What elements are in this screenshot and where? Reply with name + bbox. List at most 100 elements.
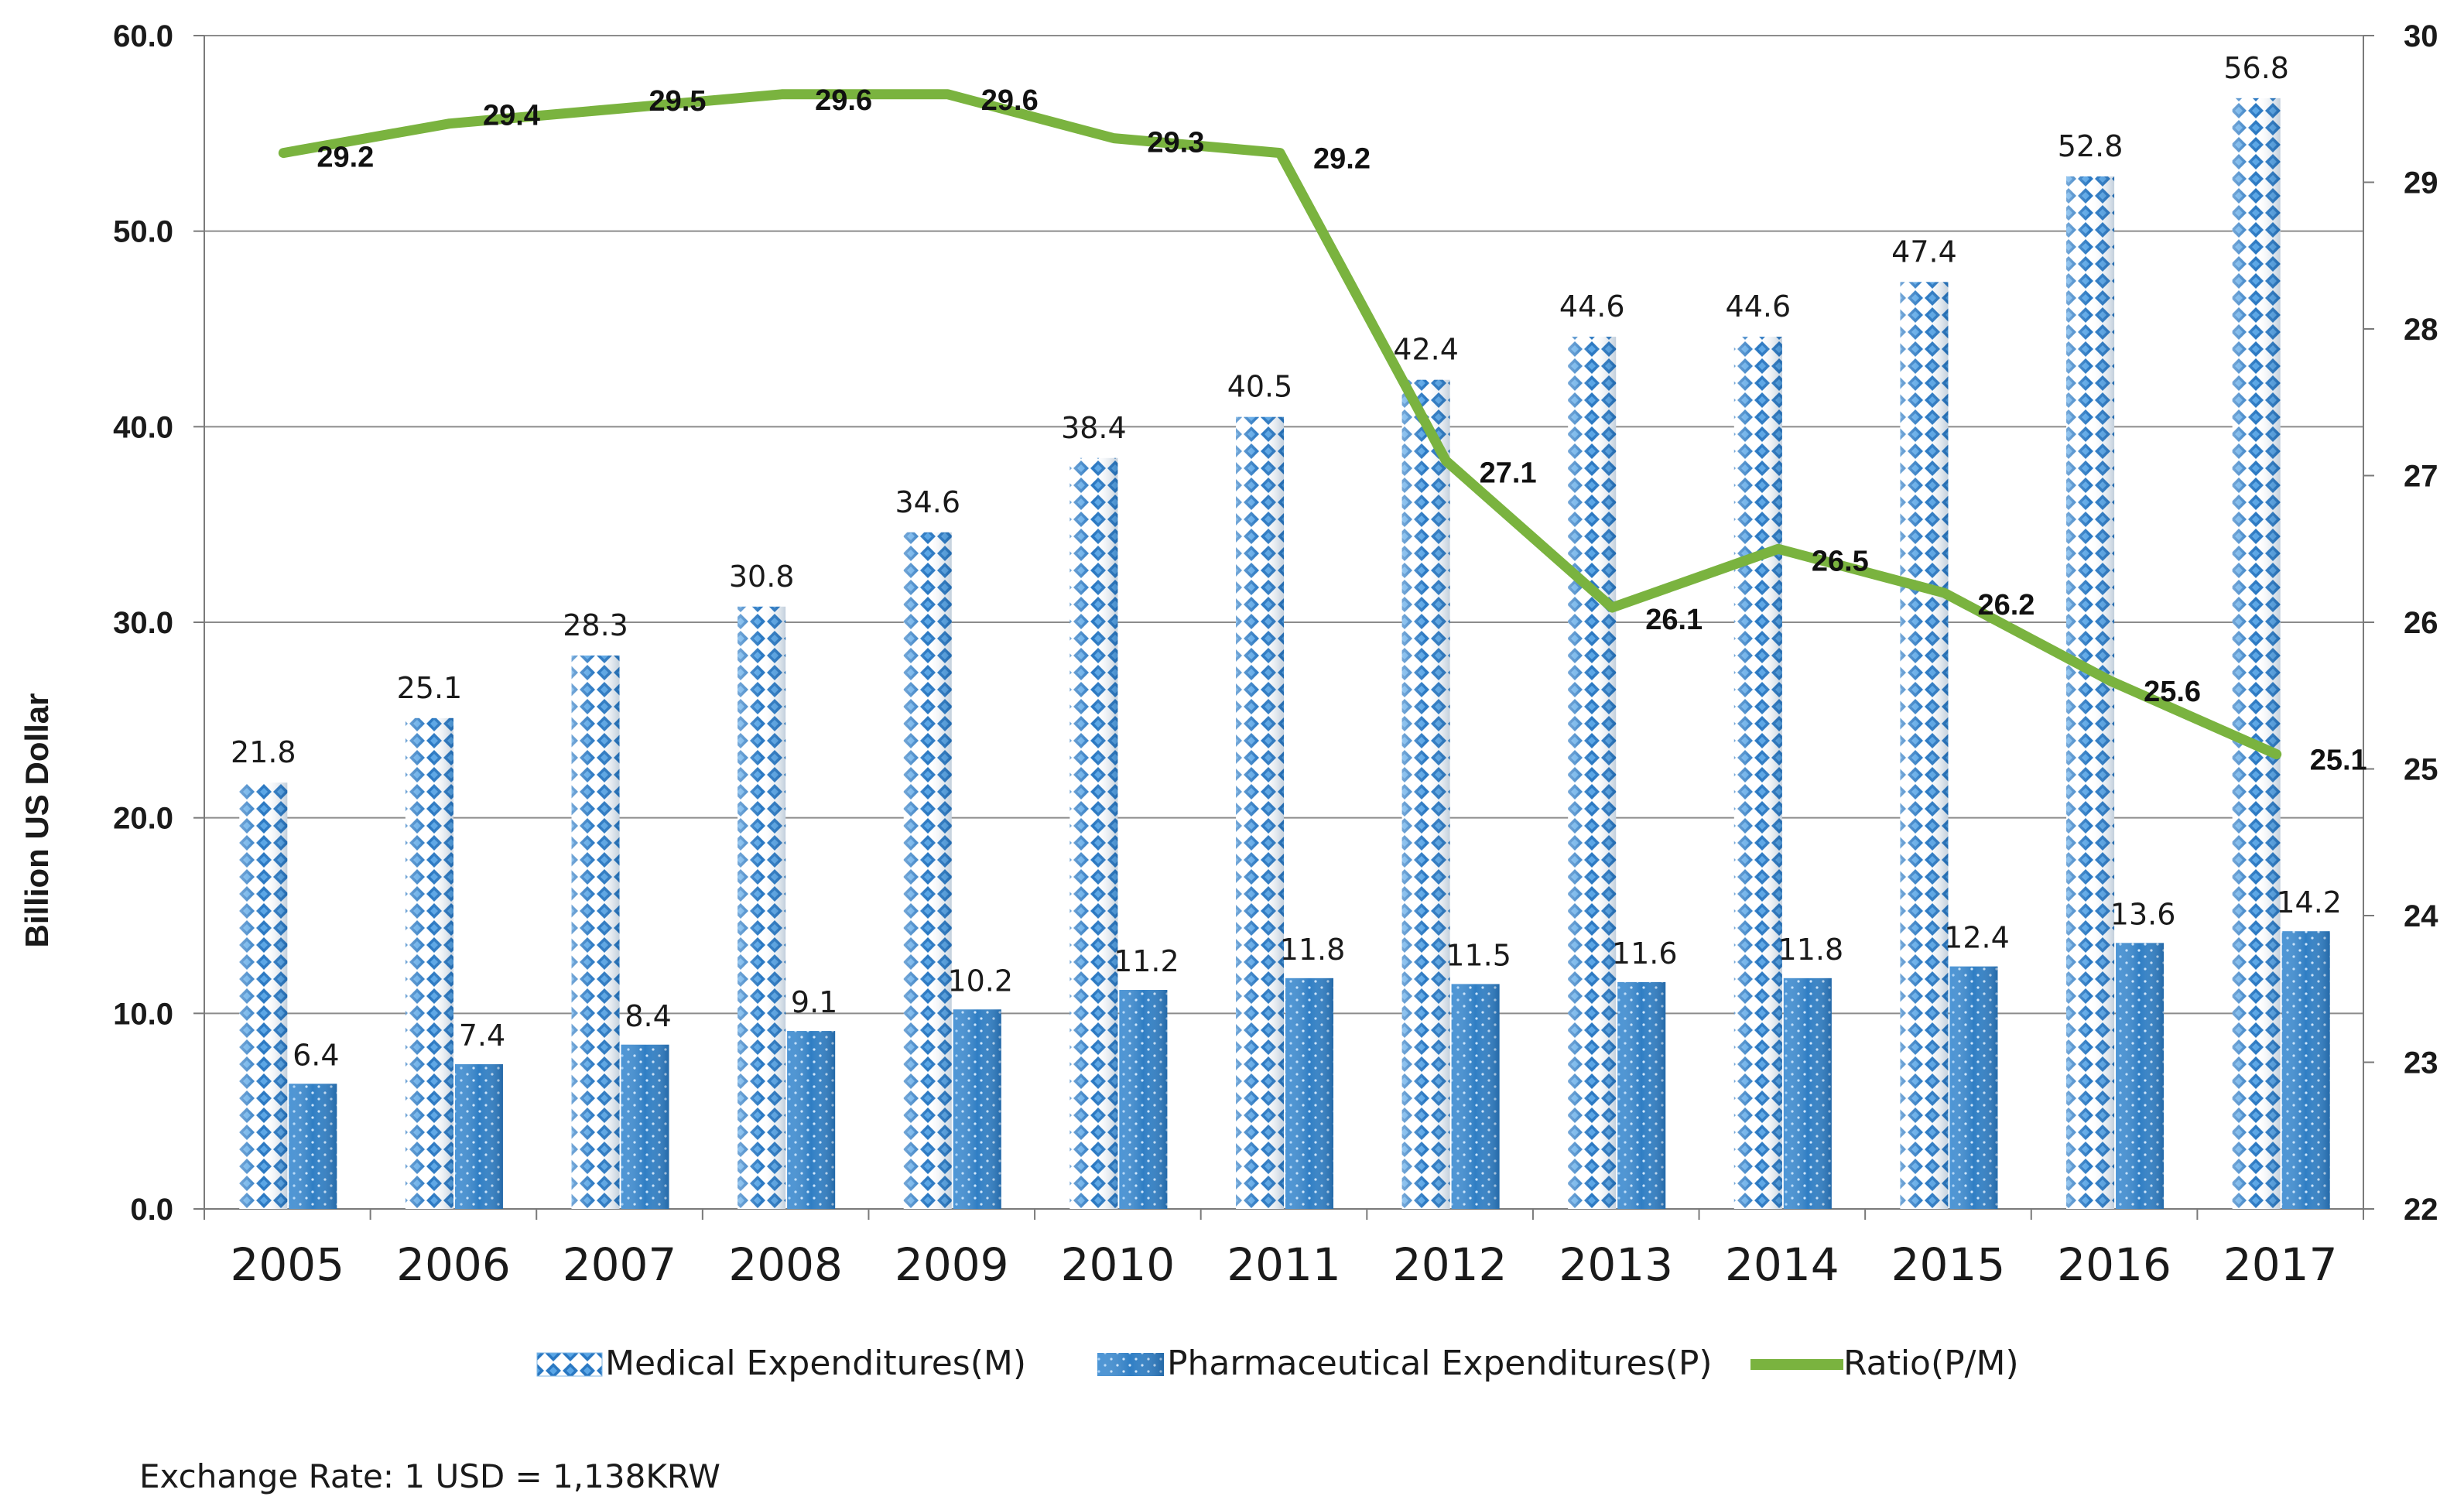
ratio-line-layer xyxy=(278,89,2282,760)
label-medical-2008: 30.8 xyxy=(729,560,795,594)
label-medical-2016: 52.8 xyxy=(2058,129,2123,163)
y2-tick-label: 28 xyxy=(2404,313,2438,347)
bar-medical-shade-2009 xyxy=(903,532,952,1209)
label-ratio-2012: 27.1 xyxy=(1480,457,1537,490)
legend-swatch-medical xyxy=(536,1352,603,1377)
y2-tick-label: 27 xyxy=(2404,460,2438,494)
bar-pharma-shade-2014 xyxy=(1783,978,1832,1209)
legend-label-pharma: Pharmaceutical Expenditures(P) xyxy=(1167,1344,1713,1383)
bar-medical-shade-2015 xyxy=(1900,282,1949,1209)
y-tick-label: 50.0 xyxy=(113,215,173,249)
legend-label-medical: Medical Expenditures(M) xyxy=(605,1344,1026,1383)
x-tick-label: 2009 xyxy=(895,1238,1009,1291)
y2-tick-label: 24 xyxy=(2404,899,2438,933)
label-ratio-2016: 25.6 xyxy=(2144,676,2201,708)
data-labels: 21.8 6.4 25.1 7.4 28.3 8.4 30.8 9.1 34.6 10.2 38.4… xyxy=(231,51,2367,1072)
legend-swatch-pharma-shade xyxy=(1097,1353,1164,1376)
y-tick-label: 10.0 xyxy=(113,997,173,1031)
x-tick-label: 2016 xyxy=(2057,1238,2171,1291)
x-tick-label: 2010 xyxy=(1061,1238,1176,1291)
bar-medical-shade-2005 xyxy=(239,782,288,1209)
x-tick-label: 2007 xyxy=(563,1238,677,1291)
label-medical-2010: 38.4 xyxy=(1061,411,1127,445)
x-tick-label: 2005 xyxy=(231,1238,345,1291)
bar-pharma-shade-2013 xyxy=(1617,981,1666,1209)
label-medical-2005: 21.8 xyxy=(231,735,296,769)
label-pharma-2005: 6.4 xyxy=(293,1038,339,1072)
y-axis-title: Billion US Dollar xyxy=(19,693,55,947)
bar-medical-shade-2017 xyxy=(2232,98,2281,1210)
bar-medical-shade-2006 xyxy=(405,717,453,1209)
label-ratio-2005: 29.2 xyxy=(317,142,374,174)
ratio-point-2011 xyxy=(1279,152,1281,154)
label-medical-2017: 56.8 xyxy=(2223,51,2289,85)
ratio-point-2014 xyxy=(1777,548,1779,550)
bars xyxy=(239,98,2330,1210)
label-pharma-2012: 11.5 xyxy=(1446,938,1511,972)
bar-medical-shade-2010 xyxy=(1069,457,1118,1209)
x-tick-label: 2012 xyxy=(1393,1238,1507,1291)
legend: Medical Expenditures(M) Pharmaceutical E… xyxy=(536,1344,2019,1383)
label-pharma-2015: 12.4 xyxy=(1944,921,2010,955)
label-ratio-2006: 29.4 xyxy=(483,100,540,132)
ratio-point-2012 xyxy=(1445,460,1447,462)
bar-pharma-shade-2017 xyxy=(2281,931,2330,1209)
label-ratio-2017: 25.1 xyxy=(2310,745,2367,777)
bar-medical-shade-2011 xyxy=(1236,416,1284,1209)
ratio-point-2009 xyxy=(946,93,949,95)
x-tick-label: 2011 xyxy=(1227,1238,1341,1291)
label-pharma-2014: 11.8 xyxy=(1778,933,1844,967)
bar-pharma-shade-2008 xyxy=(787,1031,836,1209)
ratio-point-2006 xyxy=(448,122,450,125)
bar-medical-shade-2012 xyxy=(1401,379,1450,1209)
bar-pharma-shade-2012 xyxy=(1451,984,1500,1209)
bar-pharma-shade-2010 xyxy=(1119,990,1168,1209)
y2-tick-label: 29 xyxy=(2404,166,2438,200)
label-pharma-2011: 11.8 xyxy=(1280,933,1346,967)
label-pharma-2008: 9.1 xyxy=(791,985,837,1019)
legend-label-ratio: Ratio(P/M) xyxy=(1843,1344,2019,1383)
label-ratio-2013: 26.1 xyxy=(1645,604,1703,636)
y2-tick-label: 30 xyxy=(2404,19,2438,53)
bar-pharma-shade-2015 xyxy=(1949,966,1998,1209)
x-tick-label: 2017 xyxy=(2223,1238,2338,1291)
x-tick-label: 2006 xyxy=(396,1238,511,1291)
ratio-point-2010 xyxy=(1113,137,1115,139)
x-tick-label: 2014 xyxy=(1725,1238,1839,1291)
ratio-point-2017 xyxy=(2275,753,2277,755)
label-pharma-2010: 11.2 xyxy=(1114,944,1179,978)
bar-pharma-shade-2005 xyxy=(289,1084,337,1209)
label-medical-2015: 47.4 xyxy=(1891,235,1957,269)
bar-pharma-shade-2009 xyxy=(953,1009,1001,1209)
bar-pharma-shade-2007 xyxy=(621,1044,669,1209)
y-tick-label: 0.0 xyxy=(130,1193,173,1227)
bar-medical-shade-2014 xyxy=(1733,337,1782,1209)
label-ratio-2014: 26.5 xyxy=(1812,545,1869,577)
label-ratio-2007: 29.5 xyxy=(649,85,707,118)
label-pharma-2006: 7.4 xyxy=(459,1019,505,1053)
label-pharma-2013: 11.6 xyxy=(1612,936,1678,971)
ratio-point-2007 xyxy=(614,108,617,110)
label-pharma-2007: 8.4 xyxy=(625,999,671,1033)
label-pharma-2017: 14.2 xyxy=(2276,885,2342,919)
bar-pharma-shade-2016 xyxy=(2116,943,2165,1209)
label-medical-2013: 44.6 xyxy=(1559,289,1625,324)
x-tick-label: 2013 xyxy=(1559,1238,1673,1291)
bar-pharma-shade-2006 xyxy=(454,1064,503,1209)
bar-pharma-shade-2011 xyxy=(1285,978,1333,1209)
x-tick-label: 2015 xyxy=(1891,1238,2006,1291)
axes: 0.0 10.0 20.0 30.0 40.0 50.0 60.0 22 23 24 25 26 27 2… xyxy=(113,19,2438,1291)
label-medical-2007: 28.3 xyxy=(563,608,628,642)
y-tick-label: 40.0 xyxy=(113,410,173,444)
ratio-point-2015 xyxy=(1943,592,1946,594)
bar-medical-shade-2008 xyxy=(737,606,786,1209)
ratio-point-2008 xyxy=(781,93,783,95)
ratio-point-2016 xyxy=(2110,680,2112,682)
label-medical-2009: 34.6 xyxy=(895,485,960,519)
y2-tick-label: 25 xyxy=(2404,753,2438,787)
y2-tick-label: 23 xyxy=(2404,1046,2438,1080)
ratio-point-2005 xyxy=(282,152,285,154)
label-pharma-2016: 13.6 xyxy=(2110,897,2176,931)
